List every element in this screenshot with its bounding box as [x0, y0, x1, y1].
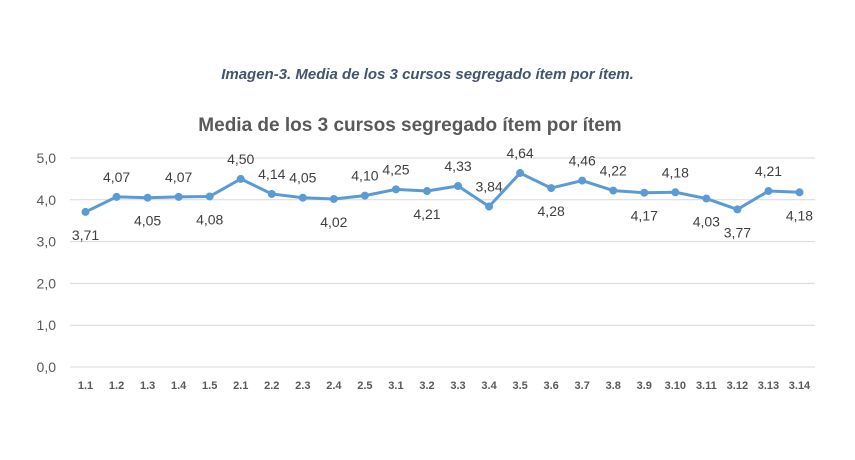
data-point — [516, 169, 525, 178]
data-point — [764, 187, 773, 196]
data-label: 4,50 — [227, 151, 254, 167]
x-tick-label: 2.2 — [264, 380, 279, 392]
data-label: 4,46 — [569, 153, 596, 169]
data-point — [298, 193, 307, 202]
data-label: 4,10 — [351, 168, 378, 184]
x-tick-label: 3.6 — [543, 380, 558, 392]
data-label: 4,14 — [258, 166, 285, 182]
data-point — [578, 176, 587, 185]
x-tick-label: 3.9 — [637, 380, 652, 392]
data-point — [454, 182, 463, 191]
x-tick-label: 2.3 — [295, 380, 310, 392]
data-label: 4,08 — [196, 211, 223, 227]
x-tick-label: 3.2 — [419, 380, 434, 392]
x-tick-label: 1.3 — [140, 380, 155, 392]
x-tick-label: 3.13 — [758, 380, 779, 392]
x-tick-label: 2.4 — [326, 380, 342, 392]
data-label: 3,84 — [475, 178, 502, 194]
x-tick-label: 3.1 — [388, 380, 403, 392]
y-tick-label: 4,0 — [37, 192, 57, 208]
data-point — [205, 192, 214, 201]
x-tick-label: 3.11 — [696, 380, 717, 392]
x-tick-label: 3.10 — [665, 380, 686, 392]
data-point — [640, 188, 649, 197]
x-tick-label: 3.8 — [606, 380, 621, 392]
data-label: 4,25 — [382, 161, 409, 177]
x-tick-label: 3.14 — [789, 380, 811, 392]
data-point — [360, 191, 369, 200]
data-label: 4,05 — [289, 170, 316, 186]
x-tick-label: 1.2 — [109, 380, 124, 392]
data-point — [81, 207, 90, 216]
data-markers — [81, 169, 804, 216]
y-tick-label: 2,0 — [37, 275, 57, 291]
data-point — [174, 192, 183, 201]
data-label: 4,02 — [320, 214, 347, 230]
data-label: 4,28 — [538, 203, 565, 219]
data-point — [236, 174, 245, 183]
data-label: 4,07 — [103, 169, 130, 185]
data-label: 4,22 — [600, 163, 627, 179]
data-point — [485, 202, 494, 211]
data-point — [547, 184, 556, 193]
y-tick-label: 3,0 — [37, 234, 57, 250]
data-point — [112, 192, 121, 201]
y-tick-label: 1,0 — [37, 317, 57, 333]
x-tick-label: 2.1 — [233, 380, 248, 392]
x-tick-label: 1.4 — [171, 380, 187, 392]
data-label: 4,33 — [444, 158, 471, 174]
data-point — [422, 187, 431, 196]
x-tick-label: 3.5 — [512, 380, 527, 392]
data-point — [795, 188, 804, 197]
data-label: 3,77 — [724, 224, 751, 240]
data-label: 4,18 — [786, 207, 813, 223]
data-labels: 3,714,074,054,074,084,504,14 4,054,024,10… — [72, 145, 813, 243]
x-axis-ticks: 1.1 1.2 1.3 1.4 1.5 2.1 2.2 2.3 2.4 2.5 3.1 3.2 3.3 3… — [78, 380, 811, 392]
x-tick-label: 3.4 — [481, 380, 497, 392]
data-point — [329, 194, 338, 203]
x-tick-label: 1.1 — [78, 380, 93, 392]
data-point — [391, 185, 400, 194]
data-label: 3,71 — [72, 227, 99, 243]
x-tick-label: 3.3 — [450, 380, 465, 392]
data-label: 4,07 — [165, 169, 192, 185]
y-axis-ticks: 0,0 1,0 2,0 3,0 4,0 5,0 — [37, 150, 57, 375]
x-tick-label: 3.7 — [575, 380, 590, 392]
data-point — [609, 186, 618, 195]
data-point — [702, 194, 711, 203]
data-label: 4,64 — [506, 145, 533, 161]
data-label: 4,21 — [413, 206, 440, 222]
data-point — [267, 189, 276, 198]
data-label: 4,03 — [693, 214, 720, 230]
data-point — [143, 193, 152, 202]
figure-caption: Imagen-3. Media de los 3 cursos segregad… — [221, 66, 634, 83]
data-label: 4,21 — [755, 163, 782, 179]
x-tick-label: 1.5 — [202, 380, 217, 392]
chart-title: Media de los 3 cursos segregado ítem por… — [198, 115, 621, 136]
data-label: 4,17 — [631, 208, 658, 224]
gridlines — [70, 157, 815, 368]
x-tick-label: 3.12 — [727, 380, 748, 392]
y-tick-label: 0,0 — [37, 359, 57, 375]
data-point — [733, 205, 742, 214]
data-point — [671, 188, 680, 197]
data-label: 4,05 — [134, 213, 161, 229]
y-tick-label: 5,0 — [37, 150, 57, 166]
series-line — [84, 171, 800, 214]
x-tick-label: 2.5 — [357, 380, 372, 392]
data-label: 4,18 — [662, 164, 689, 180]
